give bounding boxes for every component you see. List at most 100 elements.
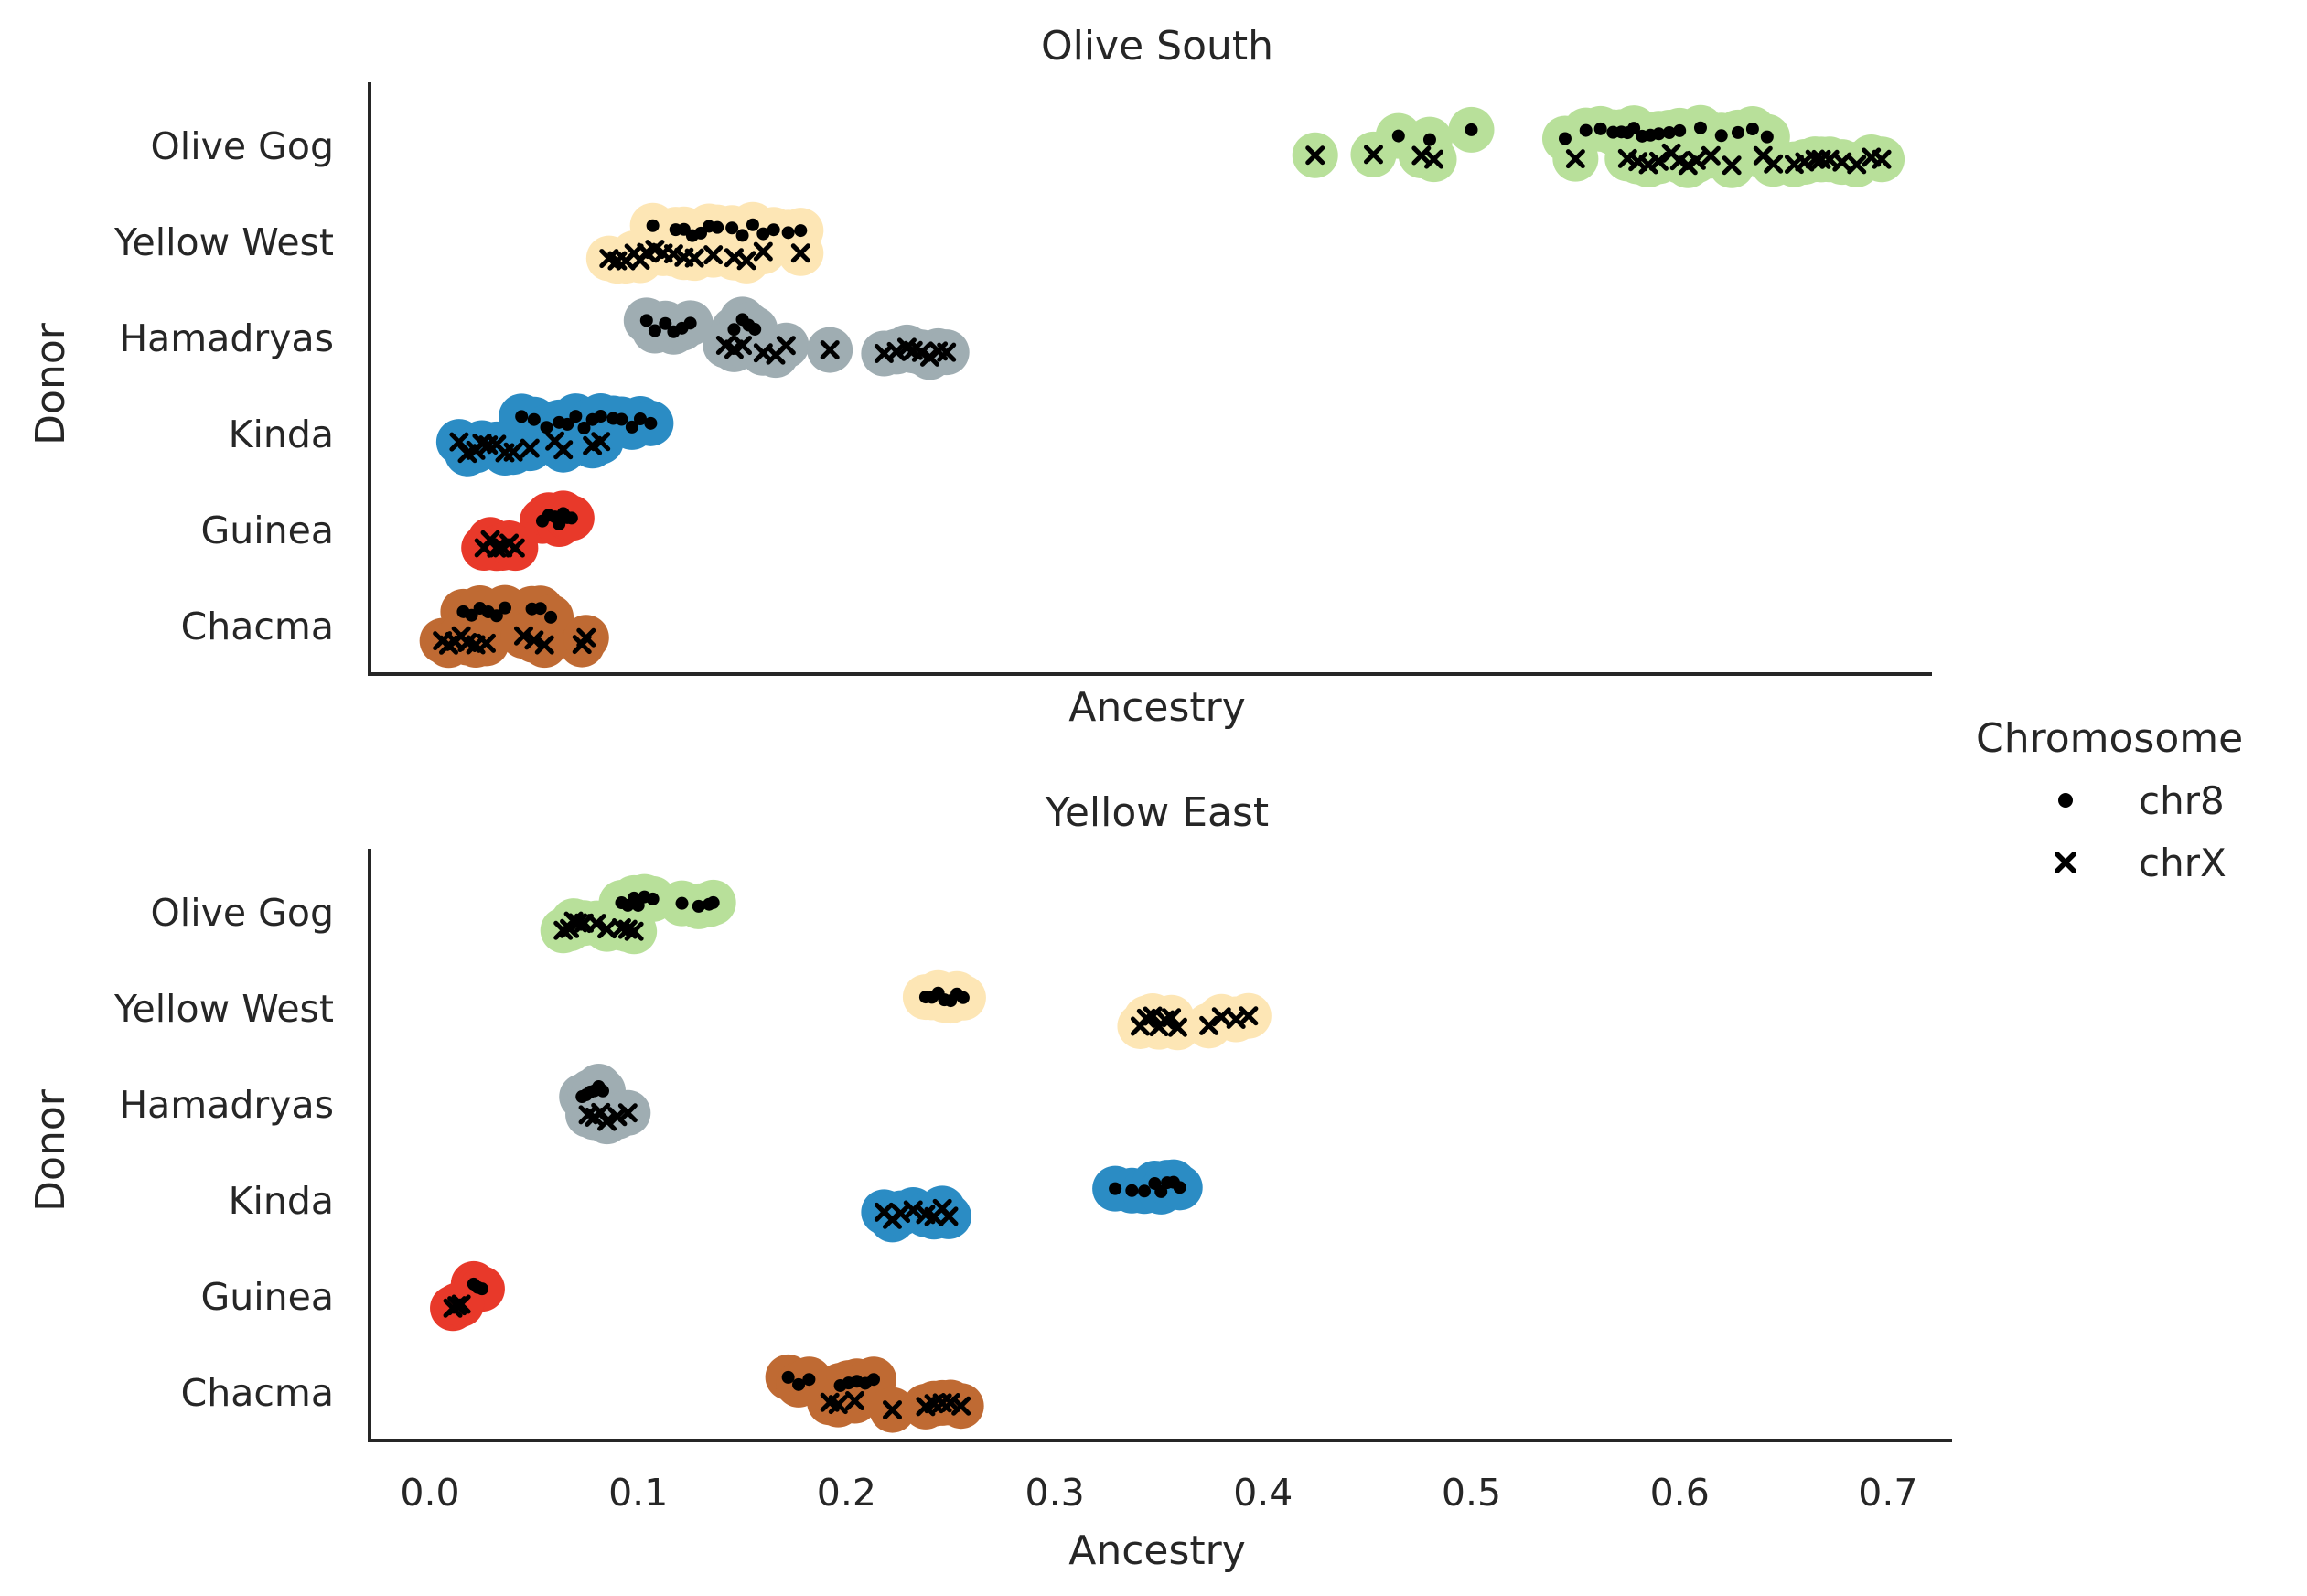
point-yellow-west-chrX — [703, 245, 724, 265]
point-hamadryas-chr8 — [596, 1084, 609, 1098]
point-hamadryas-chrX — [820, 340, 840, 360]
point-kinda-chrX — [520, 438, 540, 458]
point-olive-gog-chrX — [1722, 155, 1742, 176]
point-yellow-west-chr8 — [956, 991, 970, 1004]
point-guinea-chr8 — [475, 1282, 488, 1296]
point-olive-gog-chr8 — [1652, 127, 1666, 141]
point-chacma-chrX — [524, 630, 544, 650]
point-yellow-west-chr8 — [767, 223, 780, 237]
point-hamadryas-chrX — [617, 1103, 638, 1123]
x-tick-labels: 0.0 0.1 0.2 0.3 0.4 0.5 0.6 0.7 — [400, 1471, 1917, 1515]
point-olive-gog-chr8 — [1714, 129, 1728, 143]
point-kinda-chr8 — [644, 416, 658, 430]
y-tick-hamadryas: Hamadryas — [119, 316, 334, 360]
point-olive-gog-chrX — [1832, 152, 1852, 172]
marker-layer — [433, 121, 1892, 655]
point-guinea-chrX — [451, 1294, 471, 1314]
point-kinda-chr8 — [540, 421, 553, 434]
point-olive-gog-chr8 — [1593, 122, 1607, 135]
point-kinda-chr8 — [577, 421, 591, 434]
marker-layer — [443, 890, 1259, 1420]
point-chacma-chrX — [951, 1396, 971, 1416]
point-olive-gog-chrX — [1686, 150, 1706, 170]
point-kinda-chr8 — [1125, 1184, 1139, 1197]
point-olive-gog-chr8 — [1465, 123, 1478, 136]
point-guinea-chr8 — [564, 511, 578, 525]
point-olive-gog-chr8 — [675, 896, 689, 910]
halo-layer — [419, 104, 1905, 669]
point-yellow-west-chrX — [1167, 1017, 1187, 1037]
y-tick-yellow-west: Yellow West — [113, 987, 334, 1031]
x-tick-label: 0.1 — [608, 1471, 668, 1515]
point-chacma-chr8 — [489, 609, 503, 623]
point-olive-gog-chrX — [1701, 145, 1721, 166]
point-olive-gog-chrX — [1805, 149, 1825, 169]
x-tick-label: 0.6 — [1650, 1471, 1710, 1515]
point-yellow-west-chr8 — [746, 218, 759, 231]
point-chacma-chr8 — [802, 1373, 816, 1387]
point-olive-gog-chr8 — [1391, 129, 1405, 143]
point-olive-gog-chr8 — [692, 899, 705, 913]
y-tick-hamadryas: Hamadryas — [119, 1083, 334, 1127]
point-olive-gog-chr8 — [1627, 122, 1641, 135]
point-hamadryas-chrX — [776, 336, 796, 356]
legend-marker-dot-icon — [2058, 793, 2073, 808]
point-chacma-chr8 — [792, 1377, 806, 1391]
point-yellow-west-chr8 — [646, 219, 660, 232]
y-tick-chacma: Chacma — [181, 605, 334, 648]
point-chacma-chr8 — [544, 610, 558, 624]
point-kinda-chr8 — [594, 410, 607, 423]
y-tick-olive-gog: Olive Gog — [151, 124, 334, 168]
point-yellow-west-chr8 — [756, 227, 770, 241]
panel-title: Yellow East — [1045, 789, 1269, 836]
x-tick-label: 0.5 — [1442, 1471, 1501, 1515]
y-tick-labels: Olive Gog Yellow West Hamadryas Kinda Gu… — [113, 124, 334, 648]
point-yellow-west-chr8 — [794, 224, 808, 238]
point-yellow-west-chrX — [790, 243, 810, 263]
point-chacma-chr8 — [781, 1370, 795, 1384]
point-kinda-chr8 — [615, 412, 628, 426]
point-olive-gog-chr8 — [1745, 122, 1759, 135]
panel-olive-south: Olive South Ancestry Donor Olive Gog Yel… — [27, 23, 1932, 731]
x-tick-label: 0.7 — [1858, 1471, 1917, 1515]
point-chacma-chrX — [513, 626, 533, 646]
point-olive-gog-chrX — [568, 913, 588, 933]
point-olive-gog-chr8 — [1673, 123, 1687, 137]
y-tick-yellow-west: Yellow West — [113, 220, 334, 264]
point-kinda-chr8 — [1138, 1184, 1152, 1198]
point-kinda-chrX — [503, 442, 523, 462]
legend-title: Chromosome — [1976, 715, 2243, 762]
point-kinda-chr8 — [625, 420, 638, 434]
point-kinda-chrX — [591, 432, 611, 452]
point-yellow-west-chrX — [1162, 1008, 1182, 1028]
point-chacma-chrX — [828, 1395, 848, 1415]
point-olive-gog-chr8 — [646, 892, 660, 905]
point-hamadryas-chrX — [937, 342, 957, 362]
point-yellow-west-chrX — [1239, 1006, 1259, 1026]
point-olive-gog-chr8 — [1662, 125, 1676, 139]
point-olive-gog-chr8 — [1422, 133, 1436, 146]
point-chacma-chr8 — [498, 601, 511, 615]
point-olive-gog-chr8 — [706, 895, 720, 909]
y-axis-label: Donor — [27, 322, 74, 445]
y-tick-labels: Olive Gog Yellow West Hamadryas Kinda Gu… — [113, 891, 334, 1415]
y-tick-olive-gog: Olive Gog — [151, 891, 334, 935]
y-tick-guinea: Guinea — [201, 509, 334, 552]
point-olive-gog-chrX — [1764, 154, 1784, 174]
x-tick-label: 0.0 — [400, 1471, 459, 1515]
point-olive-gog-chrX — [1648, 151, 1669, 171]
point-kinda-chr8 — [527, 412, 541, 426]
point-chacma-chrX — [845, 1391, 865, 1411]
y-tick-guinea: Guinea — [201, 1275, 334, 1319]
y-tick-kinda: Kinda — [229, 1179, 334, 1223]
halo-layer — [430, 873, 1272, 1433]
point-chacma-chrX — [534, 635, 554, 655]
point-hamadryas-chr8 — [648, 324, 661, 337]
point-olive-gog-chrX — [1305, 145, 1325, 166]
point-kinda-chrX — [939, 1206, 959, 1226]
x-tick-label: 0.3 — [1025, 1471, 1084, 1515]
point-yellow-west-chrX — [736, 251, 756, 271]
point-olive-gog-chrX — [1363, 145, 1383, 165]
point-kinda-chrX — [553, 440, 574, 460]
point-olive-gog-chr8 — [1731, 125, 1744, 139]
